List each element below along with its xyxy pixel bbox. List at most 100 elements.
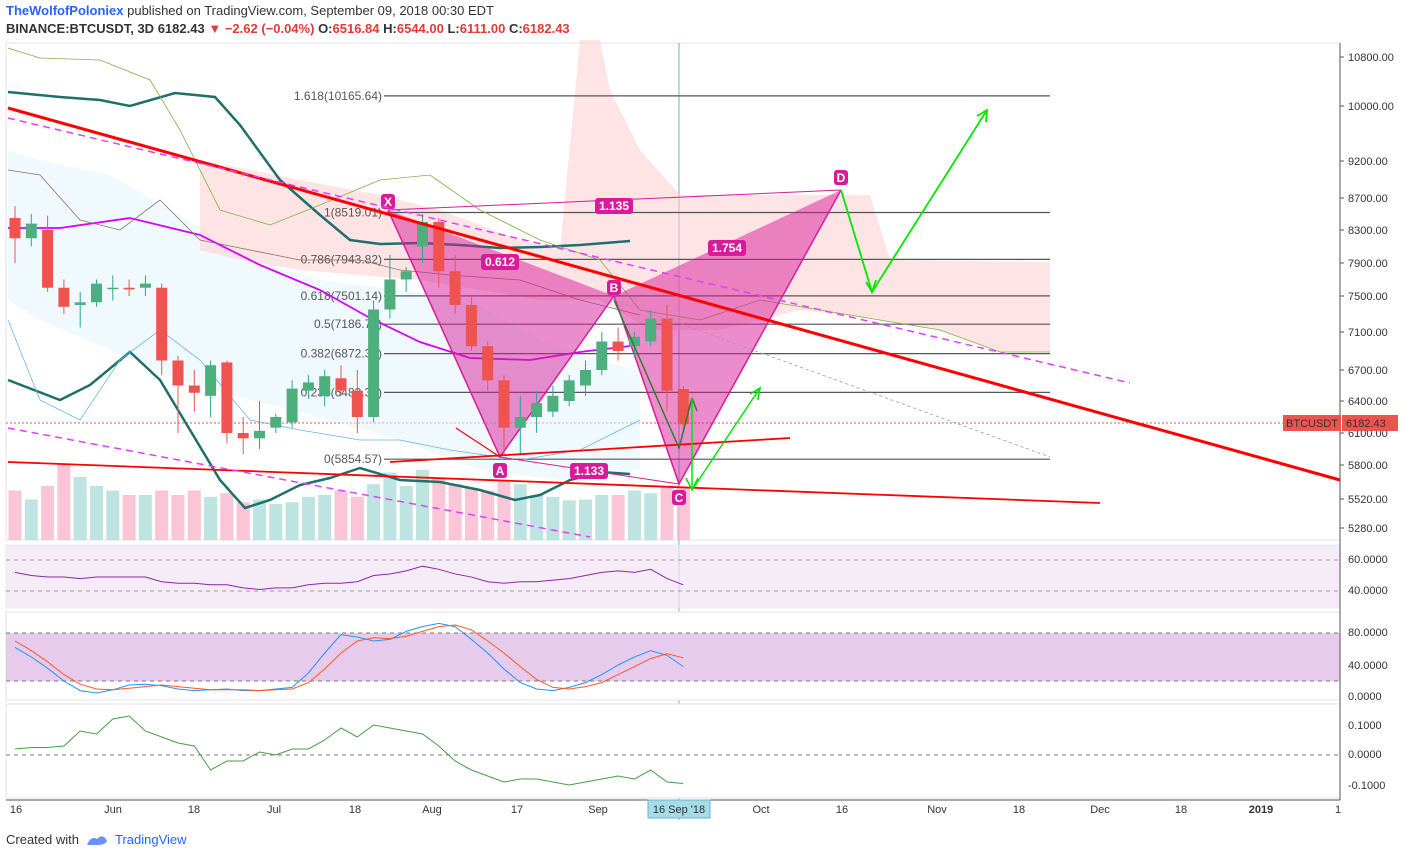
time-tick-label: 18 [1175,804,1187,816]
pattern-ratio-badge [595,198,633,214]
stoch-band [6,633,1340,681]
candle-body [58,287,70,307]
candle-body [188,385,200,393]
osc-tick-label: -0.1000 [1348,780,1385,792]
price-tick-label: 6400.00 [1348,396,1388,408]
candle-body [384,279,396,310]
pattern-xab [388,210,614,457]
price-tick-label: 8300.00 [1348,225,1388,237]
volume-bar [155,490,169,540]
time-tick-label: 1 [1335,804,1341,816]
arrow-head [749,386,762,401]
volume-bar [41,486,55,540]
time-cursor-badge [647,799,711,819]
time-tick-label: Jun [104,804,122,816]
volume-bar [138,495,152,540]
volume-bar [546,496,560,540]
last-price: 6182.43 [157,21,205,36]
fib-level-label: 1.618(10165.64) [294,89,382,103]
time-tick-label: 17 [511,804,523,816]
price-tick-label: 5520.00 [1348,494,1388,506]
candle-body [237,433,249,439]
fib-level-label: 1(8519.01) [324,205,382,219]
volume-bar [367,484,381,540]
volume-bar [269,504,283,540]
created-with-text: Created with [6,832,79,847]
footer: Created with TradingView [6,832,187,847]
candle-body [172,360,184,386]
price-tick-label: 5280.00 [1348,523,1388,535]
close-value: 6182.43 [522,21,570,36]
candle-body [25,223,37,239]
stoch-tick-label: 80.0000 [1348,627,1388,639]
projection-arrow-c [613,299,693,451]
candle-body [514,417,526,428]
price-tick-label: 7100.00 [1348,327,1388,339]
price-tick-label: 8700.00 [1348,193,1388,205]
symbol-price-label: BTCUSDT [1286,418,1338,430]
pattern-point-label: A [496,464,505,478]
candle-body [270,417,282,428]
high-label: H: [383,21,397,36]
volume-bar [73,477,87,540]
published-text: published on TradingView.com, September … [127,3,494,18]
candle-body [449,271,461,305]
candle-body [74,302,86,305]
volume-bar [497,481,511,540]
rsi-tick-label: 60.0000 [1348,554,1388,566]
pattern-ratio-label: 0.612 [485,255,515,269]
osc-tick-label: 0.1000 [1348,720,1382,732]
volume-bar [90,486,103,540]
rsi-line [14,565,684,590]
volume-bar [530,495,544,540]
pattern-outline [387,189,842,486]
volume-bar [334,490,348,540]
volume-bar [318,495,332,540]
time-tick-label: 16 [10,804,22,816]
candle-body [498,380,510,428]
symbol-legend: BINANCE:BTCUSDT, 3D 6182.43 ▼ −2.62 (−0.… [6,21,570,37]
price-tick-label: 10000.00 [1348,101,1394,113]
open-value: 6516.84 [332,21,380,36]
volume-bar [253,499,266,540]
stoch-d-line [14,624,684,692]
pattern-ratio-label: 1.754 [712,241,742,255]
pattern-ratio-label: 1.135 [599,199,629,213]
author-link[interactable]: TheWolfofPoloniex [6,3,124,18]
tradingview-link[interactable]: TradingView [114,832,187,847]
support-trendline [7,461,1101,504]
price-chart[interactable]: 1.618(10165.64) 1(8519.01) 0.786(7943.82) 0… [0,40,1407,825]
pattern-ratio-badge [708,240,746,256]
volume-bar [187,490,201,540]
volume-bar [562,500,576,540]
volume-bar [579,499,592,540]
candle-body [628,336,640,347]
candle-body [531,403,543,417]
stoch-tick-label: 0.0000 [1348,691,1382,703]
price-tick-label: 7900.00 [1348,258,1388,270]
volume-bar [513,484,527,540]
candle-body [661,318,673,391]
candle-body [139,283,151,288]
symbol-price-badge [1283,415,1341,431]
pattern-point-label: X [384,195,392,209]
osc-line [14,715,684,786]
fib-level-label: 0.382(6872.38) [301,347,382,361]
chikou-line [7,47,1050,353]
volume-bar [383,472,397,540]
time-tick-label: Aug [422,804,442,816]
candle-body [319,376,331,396]
dashed-channel-lower [7,427,591,538]
osc-pane [5,703,1341,799]
volume-bar [611,495,625,540]
pattern-point-badge [672,490,686,505]
time-tick-label: 16 [836,804,848,816]
price-tick-label: 10800.00 [1348,52,1394,64]
candle-body [302,382,314,391]
time-tick-label: 18 [188,804,200,816]
fib-level-label: 0.5(7186.79) [314,317,382,331]
price-tick-label: 5800.00 [1348,460,1388,472]
candle-body [91,283,102,303]
tradingview-logo-icon [86,835,107,845]
open-label: O: [318,21,333,36]
